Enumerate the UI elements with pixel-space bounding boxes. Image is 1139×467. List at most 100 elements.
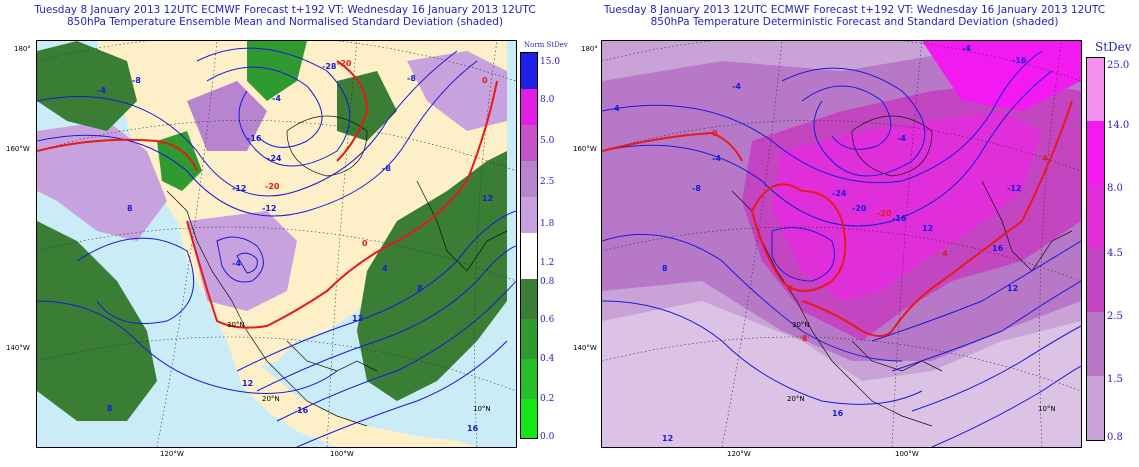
legend-swatch-4-5 xyxy=(1087,248,1104,312)
left-lon-100w: 100°W xyxy=(330,450,354,458)
contour-label: 16 xyxy=(467,424,479,433)
right-legend-tick: 0.8 xyxy=(1107,432,1123,443)
graticule xyxy=(602,41,1081,447)
contour-label: -20 xyxy=(852,204,867,213)
contour-label: -8 xyxy=(407,74,416,83)
left-legend-tick: 2.5 xyxy=(540,177,555,187)
left-legend-tick: 1.8 xyxy=(540,219,555,229)
right-lon-100w: 100°W xyxy=(895,450,919,458)
left-legend-tick: 0.2 xyxy=(540,394,555,404)
left-legend xyxy=(520,52,538,439)
right-legend-tick: 25.0 xyxy=(1107,60,1130,71)
right-map-svg xyxy=(602,41,1081,447)
contour-label: -12 xyxy=(1007,184,1021,193)
right-legend-tick: 14.0 xyxy=(1107,120,1130,131)
left-map: -8 -4 -28 -24 -16 -12 -4 -12 -8 8 4 12 8… xyxy=(36,40,517,448)
legend-swatch-2-5 xyxy=(521,161,537,197)
contour-label: -4 xyxy=(962,44,971,53)
legend-swatch-8 xyxy=(521,89,537,125)
red-contours xyxy=(602,100,1073,337)
legend-swatch-0-4 xyxy=(521,359,537,399)
left-title-line1: Tuesday 8 January 2013 12UTC ECMWF Forec… xyxy=(34,4,536,16)
land-central xyxy=(227,341,477,447)
contour-label: -4 xyxy=(272,94,281,103)
left-lat-160w: 160°W xyxy=(6,145,30,153)
contour-label: 16 xyxy=(832,409,844,418)
right-legend-tick: 1.5 xyxy=(1107,374,1123,385)
contour-label: -16 xyxy=(892,214,907,223)
contour-label: -20 xyxy=(337,59,352,68)
contour-label: 0 xyxy=(482,76,488,85)
contour-label: -24 xyxy=(832,189,847,198)
contour-label: 12 xyxy=(242,379,253,388)
contour-label: -20 xyxy=(265,182,280,191)
contour-label: -12 xyxy=(262,204,276,213)
left-map-svg xyxy=(37,41,516,447)
contour-label: 8 xyxy=(662,264,668,273)
legend-swatch-5 xyxy=(521,125,537,161)
left-legend-tick: 0.6 xyxy=(540,315,555,325)
contour-label: -4 xyxy=(232,259,241,268)
contour-label: 12 xyxy=(662,434,673,443)
legend-swatch-14 xyxy=(1087,121,1104,184)
contour-label: -24 xyxy=(267,154,282,163)
lat-label: 10°N xyxy=(1038,405,1056,413)
contour-label: 16 xyxy=(992,244,1004,253)
blue-contours xyxy=(37,47,516,447)
right-map: -4 -16 -4 4 -24 -20 -16 -12 -8 -4 12 16 … xyxy=(601,40,1082,448)
graticule xyxy=(37,41,516,447)
contour-label: -16 xyxy=(1012,56,1027,65)
contour-label: 4 xyxy=(614,104,620,113)
contour-label: 12 xyxy=(352,314,363,323)
legend-swatch-0-6 xyxy=(521,319,537,359)
green-patch-2 xyxy=(37,221,157,421)
left-legend-tick: 1.2 xyxy=(540,258,555,268)
contour-label: 4 xyxy=(942,249,948,258)
purple-patch-2 xyxy=(187,211,297,311)
right-legend xyxy=(1086,57,1105,441)
lat-label: 30°N xyxy=(227,321,245,329)
contour-label: 4 xyxy=(382,264,388,273)
red-contours xyxy=(37,60,498,329)
legend-swatch-8 xyxy=(1087,184,1104,248)
contour-label: -8 xyxy=(382,164,391,173)
contour-label: 4 xyxy=(1042,154,1048,163)
contour-label: -16 xyxy=(247,134,262,143)
contour-label: 0 xyxy=(362,239,368,248)
right-title-line1: Tuesday 8 January 2013 12UTC ECMWF Forec… xyxy=(603,4,1106,16)
purple-patch-1 xyxy=(37,121,167,241)
left-lat-180: 180° xyxy=(14,45,31,53)
right-lat-140w: 140°W xyxy=(573,344,597,352)
blue-contours xyxy=(602,50,1081,447)
left-title: Tuesday 8 January 2013 12UTC ECMWF Forec… xyxy=(0,4,570,28)
left-lat-140w: 140°W xyxy=(6,344,30,352)
contour-label: -12 xyxy=(232,184,246,193)
contour-label: 8 xyxy=(107,404,113,413)
right-legend-tick: 8.0 xyxy=(1107,183,1123,194)
contour-label: 12 xyxy=(922,224,933,233)
legend-swatch-1-5 xyxy=(1087,376,1104,440)
stdev-light xyxy=(602,301,1081,447)
left-title-line2: 850hPa Temperature Ensemble Mean and Nor… xyxy=(66,16,504,28)
legend-swatch-0-8 xyxy=(521,279,537,319)
left-legend-tick: 5.0 xyxy=(540,136,555,146)
right-lat-180: 180° xyxy=(581,45,598,53)
legend-swatch-1-8 xyxy=(521,197,537,233)
green-patch-1 xyxy=(37,41,137,131)
legend-swatch-15 xyxy=(521,53,537,89)
contour-label: 0 xyxy=(787,284,793,293)
contour-label: -4 xyxy=(897,134,906,143)
contour-label: -4 xyxy=(97,86,106,95)
contour-label: -4 xyxy=(712,154,721,163)
contour-label: 8 xyxy=(127,204,133,213)
contour-label: 16 xyxy=(297,406,309,415)
legend-swatch-0-2 xyxy=(521,399,537,438)
right-lat-160w: 160°W xyxy=(573,145,597,153)
contour-label: -20 xyxy=(877,209,892,218)
lat-label: 20°N xyxy=(787,395,805,403)
contour-label: 8 xyxy=(417,284,423,293)
contour-label: 0 xyxy=(712,129,718,138)
left-legend-title: Norm StDev xyxy=(524,41,568,49)
right-title-line2: 850hPa Temperature Deterministic Forecas… xyxy=(650,16,1059,28)
legend-swatch-25 xyxy=(1087,58,1104,121)
